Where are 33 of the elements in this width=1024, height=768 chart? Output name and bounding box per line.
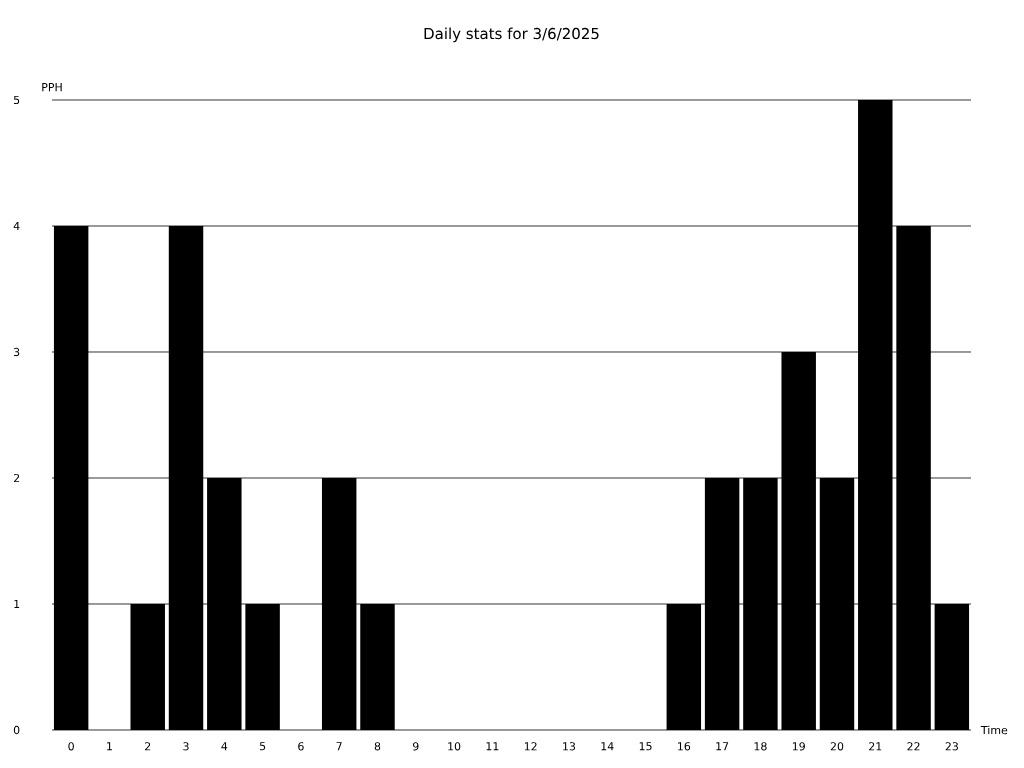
x-tick-label: 4 <box>221 742 228 751</box>
x-tick-label: 8 <box>374 742 381 751</box>
y-tick-label: 3 <box>13 347 20 357</box>
y-tick-label: 1 <box>14 599 20 609</box>
x-tick-label: 17 <box>716 742 729 751</box>
x-tick-label: 23 <box>945 742 958 751</box>
x-tick-label: 18 <box>754 742 767 751</box>
x-tick-label: 12 <box>524 742 537 751</box>
x-tick-label: 7 <box>336 742 342 751</box>
x-tick-label: 19 <box>792 742 805 751</box>
y-tick-label: 4 <box>13 221 20 230</box>
x-tick-label: 11 <box>486 742 499 751</box>
y-tick-label: 2 <box>13 473 20 483</box>
y-tick-label: 5 <box>13 95 20 105</box>
x-tick-label: 3 <box>183 742 189 751</box>
x-tick-label: 0 <box>68 742 74 751</box>
x-tick-label: 22 <box>907 742 920 751</box>
x-tick-label: 2 <box>145 742 151 751</box>
x-tick-label: 13 <box>563 742 576 751</box>
x-tick-label: 10 <box>448 742 461 751</box>
x-tick-label: 5 <box>259 742 266 751</box>
x-axis-title: Time <box>980 725 1008 735</box>
x-tick-label: 14 <box>601 742 614 751</box>
x-tick-label: 16 <box>678 742 691 751</box>
x-tick-label: 1 <box>107 742 112 751</box>
y-tick-label: 0 <box>13 725 20 735</box>
x-tick-label: 20 <box>830 742 844 751</box>
x-tick-label: 6 <box>298 742 304 751</box>
y-axis-title: PPH <box>42 83 62 92</box>
x-tick-label: 9 <box>412 742 419 751</box>
x-tick-label: 15 <box>639 742 652 751</box>
chart-title: Daily stats for 3/6/2025 <box>424 27 599 43</box>
x-tick-label: 21 <box>869 742 882 751</box>
